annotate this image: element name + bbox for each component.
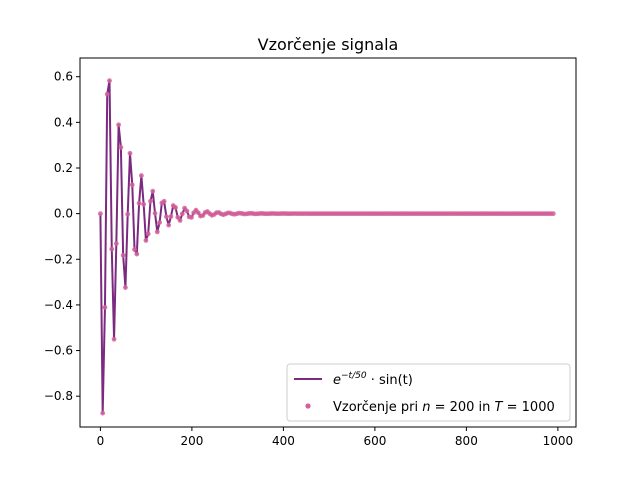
sample-point xyxy=(141,201,147,207)
legend-scatter-T: T xyxy=(495,400,504,415)
sample-point xyxy=(132,247,137,252)
sample-point xyxy=(145,231,151,237)
chart-title: Vzorčenje signala xyxy=(258,35,399,54)
sample-point xyxy=(127,150,133,156)
sample-point xyxy=(125,211,131,217)
sample-point xyxy=(100,410,106,416)
sample-point xyxy=(102,304,108,310)
sample-point xyxy=(104,91,110,97)
legend-scatter-label: Vzorčenje pri n = 200 in T = 1000 xyxy=(333,400,555,415)
x-axis: 0 200 400 600 800 1000 xyxy=(97,427,574,448)
sample-point xyxy=(111,336,117,342)
legend-line-label: e−t/50 · sin(t) xyxy=(333,371,413,388)
y-tick-label: 0.6 xyxy=(54,70,73,84)
sample-point xyxy=(143,238,149,243)
x-tick-label: 1000 xyxy=(543,434,574,448)
sample-point xyxy=(123,285,128,290)
sample-point xyxy=(109,246,115,252)
legend: e−t/50 · sin(t) Vzorčenje pri n = 200 in… xyxy=(286,363,571,422)
sample-point xyxy=(129,182,135,188)
legend-box xyxy=(286,363,571,422)
legend-line-base: e xyxy=(333,373,341,388)
y-tick-label: −0.4 xyxy=(44,298,73,312)
legend-scatter-n: n xyxy=(422,400,430,415)
legend-line-rest: · sin(t) xyxy=(367,373,413,388)
sample-point xyxy=(179,211,185,217)
x-tick-label: 400 xyxy=(272,434,295,448)
y-tick-label: −0.2 xyxy=(44,252,73,266)
sample-point xyxy=(550,211,556,217)
series-layer xyxy=(98,78,556,416)
y-tick-label: 0.2 xyxy=(54,161,73,175)
y-tick-label: −0.8 xyxy=(44,389,73,403)
sample-point xyxy=(138,173,144,178)
sample-point xyxy=(161,198,167,204)
sample-point xyxy=(173,205,178,210)
legend-scatter-eq1: = 200 in xyxy=(430,400,494,415)
sample-point xyxy=(136,200,142,206)
sample-point xyxy=(189,214,194,220)
legend-line-sup: −t/50 xyxy=(341,371,367,381)
y-tick-label: 0.4 xyxy=(54,115,73,129)
sample-point xyxy=(116,122,122,128)
y-tick-label: 0.0 xyxy=(54,207,73,221)
y-axis: −0.8 −0.6 −0.4 −0.2 0.0 0.2 0.4 0.6 xyxy=(44,70,80,403)
x-tick-label: 200 xyxy=(180,434,203,448)
legend-scatter-eq2: = 1000 xyxy=(503,400,555,415)
sample-point xyxy=(150,188,156,194)
y-tick-label: −0.6 xyxy=(44,344,73,358)
plot-area xyxy=(79,57,577,428)
sample-point xyxy=(152,210,158,216)
sample-point xyxy=(164,214,169,220)
x-tick-label: 600 xyxy=(363,434,386,448)
sample-point xyxy=(148,198,153,204)
sample-point xyxy=(98,211,103,217)
sample-point xyxy=(118,144,124,150)
sample-point xyxy=(168,214,174,219)
sample-point xyxy=(166,222,172,228)
sample-point xyxy=(134,251,140,257)
sample-point xyxy=(157,220,162,225)
x-tick-label: 0 xyxy=(97,434,105,448)
sample-point xyxy=(177,218,183,223)
sample-point xyxy=(107,78,112,84)
x-tick-label: 800 xyxy=(455,434,478,448)
sample-point xyxy=(120,252,126,258)
legend-scatter-swatch xyxy=(305,403,311,409)
sample-point xyxy=(195,210,201,216)
sample-point xyxy=(154,229,160,235)
legend-scatter-pre: Vzorčenje pri xyxy=(333,400,422,415)
sample-point xyxy=(184,208,190,214)
sample-point xyxy=(113,241,119,246)
